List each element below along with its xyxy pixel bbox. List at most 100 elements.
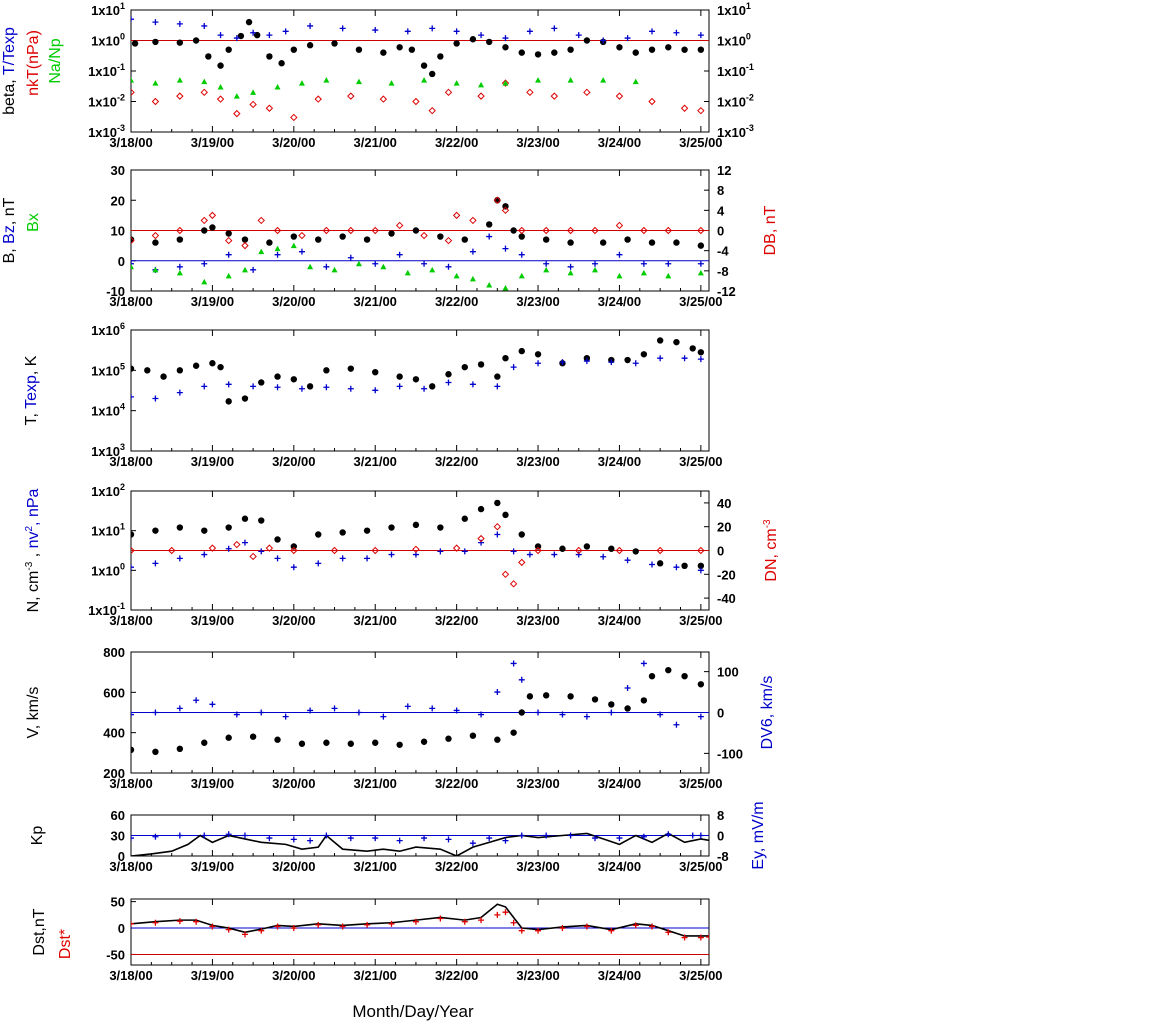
data-point-dot bbox=[648, 673, 656, 680]
data-point-diamond bbox=[395, 221, 404, 230]
data-point-cross bbox=[567, 832, 574, 839]
data-point-cross bbox=[241, 539, 248, 546]
x-tick-label: 3/20/00 bbox=[272, 294, 315, 309]
data-point-dot bbox=[681, 46, 688, 53]
data-point-diamond bbox=[151, 231, 160, 240]
y-right-tick-label: 20 bbox=[717, 520, 731, 535]
data-point-diamond bbox=[444, 88, 453, 97]
data-point-triangle bbox=[331, 266, 338, 273]
data-point-dot bbox=[624, 356, 631, 364]
data-point-dot bbox=[689, 345, 696, 352]
data-point-dot bbox=[160, 373, 167, 380]
data-point-dot bbox=[420, 738, 428, 745]
data-point-dot bbox=[583, 543, 591, 550]
data-point-cross bbox=[364, 921, 371, 928]
data-point-cross bbox=[494, 911, 501, 918]
data-point-cross bbox=[437, 548, 444, 555]
data-point-dot bbox=[176, 745, 184, 752]
data-point-dot bbox=[461, 363, 468, 371]
data-point-cross bbox=[510, 364, 517, 371]
y-right-axis-label: Ey, mV/m bbox=[750, 801, 767, 869]
data-point-cross bbox=[616, 251, 623, 258]
data-point-cross bbox=[697, 832, 704, 839]
data-point-dot bbox=[396, 373, 403, 380]
data-point-dot bbox=[477, 361, 485, 368]
data-point-diamond bbox=[371, 546, 379, 555]
data-point-triangle bbox=[404, 269, 411, 276]
x-tick-label: 3/19/00 bbox=[191, 294, 234, 309]
panel-temperature: 3/18/00 3/19/00 3/20/00 3/21/00 3/22/00 3/23/… bbox=[23, 321, 723, 469]
data-point-dot bbox=[518, 233, 525, 240]
x-tick-label: 3/21/00 bbox=[354, 776, 397, 791]
data-point-dot bbox=[412, 521, 420, 529]
data-point-diamond bbox=[233, 540, 241, 549]
data-point-cross bbox=[347, 385, 354, 392]
data-point-triangle bbox=[323, 77, 330, 83]
x-tick-label: 3/19/00 bbox=[191, 859, 234, 874]
data-point-dot bbox=[429, 70, 436, 78]
data-point-triangle bbox=[429, 266, 436, 273]
data-point-cross bbox=[282, 713, 289, 720]
y-right-tick-label: 0 bbox=[717, 224, 724, 239]
data-point-dot bbox=[152, 748, 159, 756]
data-point-cross bbox=[518, 832, 525, 839]
data-point-cross bbox=[478, 539, 485, 546]
data-point-cross bbox=[518, 251, 525, 258]
data-point-cross bbox=[250, 29, 257, 36]
data-point-cross bbox=[697, 356, 704, 363]
data-point-dot bbox=[241, 236, 249, 243]
y-axis-label-2: Dst* bbox=[57, 929, 74, 959]
data-point-cross bbox=[131, 260, 134, 267]
data-point-cross bbox=[469, 381, 476, 388]
data-point-cross bbox=[592, 835, 599, 842]
data-point-dot bbox=[372, 368, 379, 376]
data-point-diamond bbox=[697, 546, 705, 555]
data-point-cross bbox=[209, 923, 216, 930]
data-point-triangle bbox=[152, 266, 159, 273]
data-point-triangle bbox=[225, 272, 232, 279]
data-point-cross bbox=[131, 16, 134, 23]
y-tick-label: 60 bbox=[111, 808, 125, 823]
x-tick-label: 3/19/00 bbox=[191, 454, 234, 469]
data-point-cross bbox=[201, 22, 208, 29]
data-point-cross bbox=[298, 248, 305, 255]
data-point-cross bbox=[486, 835, 493, 842]
y-right-tick-label: 1x10-2 bbox=[717, 93, 754, 110]
x-tick-label: 3/19/00 bbox=[191, 776, 234, 791]
data-point-cross bbox=[347, 254, 354, 261]
data-point-diamond bbox=[501, 206, 510, 215]
x-tick-label: 3/22/00 bbox=[435, 859, 478, 874]
data-point-dot bbox=[591, 696, 599, 703]
data-point-cross bbox=[697, 260, 704, 267]
data-point-cross bbox=[478, 32, 485, 39]
data-point-cross bbox=[152, 395, 159, 402]
y-tick-label: 1x10-1 bbox=[88, 601, 125, 618]
y-axis-label-2: nkT(nPa) bbox=[25, 30, 42, 96]
data-point-diamond bbox=[452, 544, 461, 552]
data-point-dot bbox=[599, 239, 607, 246]
data-point-triangle bbox=[388, 80, 395, 86]
data-point-cross bbox=[665, 260, 672, 267]
data-point-dot bbox=[209, 224, 216, 231]
data-point-cross bbox=[233, 35, 240, 42]
x-tick-label: 3/25/00 bbox=[679, 859, 722, 874]
data-point-triangle bbox=[478, 81, 485, 88]
data-point-triangle bbox=[290, 242, 297, 249]
data-point-diamond bbox=[648, 97, 656, 106]
data-point-dot bbox=[534, 51, 542, 58]
data-point-cross bbox=[152, 833, 159, 840]
y-axis-label: Kp bbox=[29, 826, 46, 846]
data-point-cross bbox=[201, 260, 208, 267]
data-point-cross bbox=[152, 919, 159, 926]
data-point-triangle bbox=[665, 272, 672, 279]
y-right-tick-label: 8 bbox=[717, 183, 724, 198]
data-point-diamond bbox=[518, 558, 526, 567]
x-tick-label: 3/25/00 bbox=[679, 135, 722, 150]
data-point-cross bbox=[649, 561, 656, 568]
x-tick-label: 3/22/00 bbox=[435, 776, 478, 791]
y-right-tick-label: 0 bbox=[717, 829, 724, 844]
data-point-cross bbox=[131, 393, 134, 400]
panel-dst: 3/18/00 3/19/00 3/20/00 3/21/00 3/22/00 3/23/… bbox=[31, 895, 723, 983]
x-tick-label: 3/23/00 bbox=[516, 613, 559, 628]
data-point-cross bbox=[225, 831, 232, 838]
